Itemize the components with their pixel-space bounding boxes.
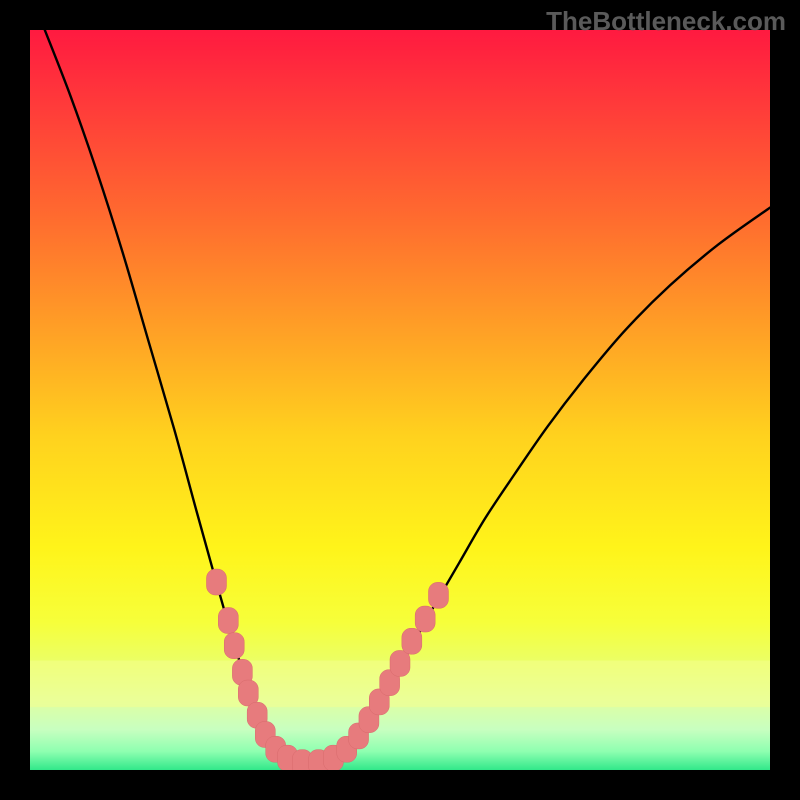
- marker-point: [390, 650, 410, 676]
- marker-point: [206, 569, 226, 595]
- marker-point: [428, 582, 448, 608]
- watermark-text: TheBottleneck.com: [546, 6, 786, 37]
- marker-point: [402, 628, 422, 654]
- marker-point: [218, 608, 238, 634]
- plot-svg: [30, 30, 770, 770]
- marker-point: [415, 606, 435, 632]
- marker-point: [224, 633, 244, 659]
- plot-area: [30, 30, 770, 770]
